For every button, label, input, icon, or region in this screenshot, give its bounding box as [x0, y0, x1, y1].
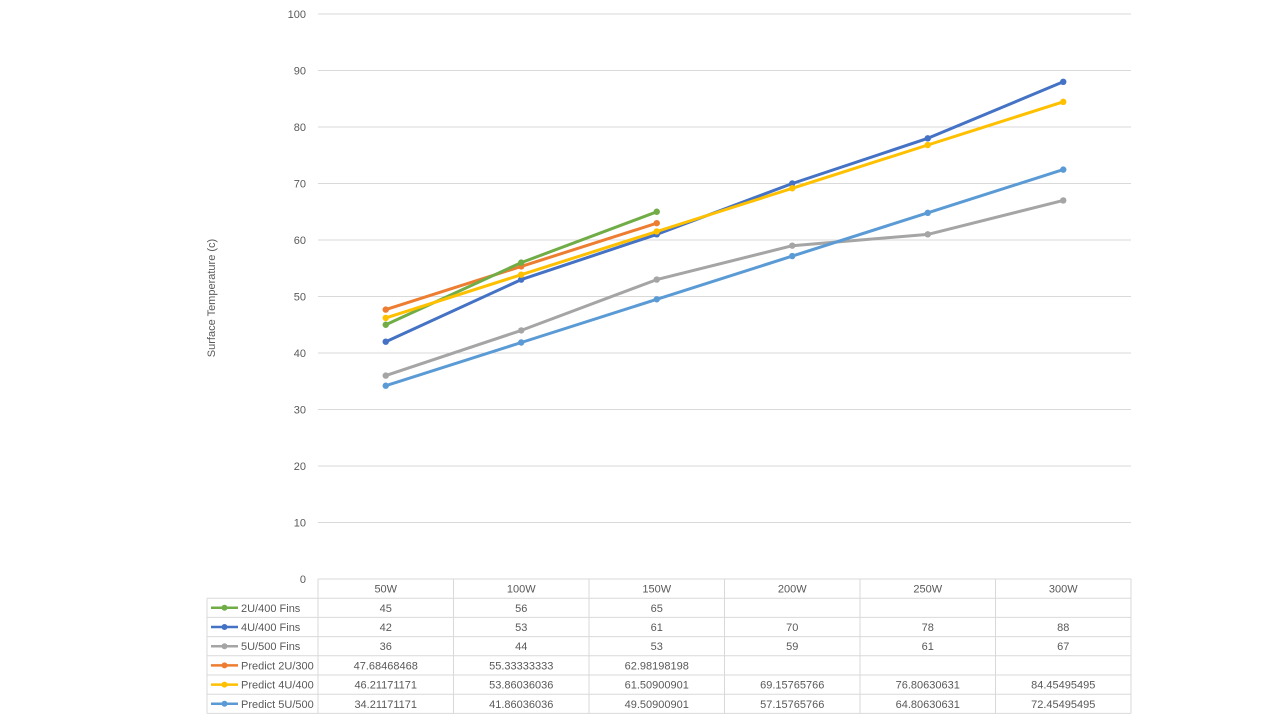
data-point	[518, 259, 525, 266]
legend-key-marker	[221, 643, 228, 650]
data-point	[1060, 166, 1067, 173]
data-point	[1060, 98, 1067, 106]
data-point	[1060, 197, 1067, 204]
data-table-value: 72.45495495	[1031, 699, 1095, 711]
data-table-value: 53	[515, 622, 527, 634]
legend-key-marker	[221, 624, 228, 630]
y-tick-label: 100	[288, 9, 306, 21]
legend-entry: 4U/400 Fins	[241, 622, 301, 634]
y-tick-label: 0	[300, 574, 306, 586]
data-point	[789, 185, 796, 192]
data-table-value: 49.50900901	[625, 699, 689, 711]
data-point	[653, 219, 660, 227]
data-table-value: 36	[380, 641, 392, 653]
data-point	[924, 209, 931, 217]
data-point	[382, 321, 389, 328]
legend-entry: Predict 2U/300	[241, 660, 314, 672]
data-table-value: 57.15765766	[760, 699, 824, 711]
data-point	[789, 252, 796, 260]
data-point	[789, 242, 796, 249]
data-point	[653, 296, 660, 303]
data-table-value: 62.98198198	[625, 660, 689, 672]
data-table-value: 76.80630631	[896, 680, 960, 692]
y-tick-label: 70	[294, 179, 306, 191]
series-line	[384, 168, 1065, 388]
data-table-value: 46.21171171	[354, 680, 417, 692]
data-table-value: 64.80630631	[896, 699, 960, 711]
data-table-value: 78	[922, 622, 934, 634]
legend-entry: Predict 5U/500	[241, 699, 314, 711]
data-point	[382, 372, 389, 379]
data-table-value: 67	[1057, 641, 1069, 653]
data-point	[382, 306, 389, 313]
x-tick-label: 200W	[778, 584, 807, 596]
data-table-value: 42	[380, 622, 392, 634]
data-point	[518, 327, 525, 334]
y-tick-label: 40	[294, 348, 306, 360]
data-point	[924, 135, 931, 142]
data-table: 50W 100W 150W 200W 250W 300W 2U/400 Fins 45 56 65…	[206, 578, 1132, 714]
data-table-value: 45	[380, 603, 392, 615]
series-line	[384, 100, 1065, 320]
legend-key-marker	[221, 604, 228, 611]
data-table-value: 47.68468468	[354, 660, 418, 672]
data-table-value: 53.86036036	[489, 680, 553, 692]
data-point	[518, 271, 525, 278]
data-table-value: 53	[651, 641, 663, 653]
data-point	[789, 180, 796, 187]
data-table-value: 59	[786, 641, 798, 653]
y-tick-label: 60	[294, 235, 306, 247]
data-table-value: 88	[1057, 622, 1069, 634]
data-point	[382, 382, 389, 389]
legend-entry: Predict 4U/400	[241, 680, 314, 692]
series-line	[384, 80, 1065, 344]
data-table-value: 61.50900901	[625, 680, 689, 692]
data-table-value: 61	[651, 622, 663, 634]
legend-key-marker	[221, 662, 228, 669]
data-point	[1060, 78, 1067, 86]
data-point	[382, 338, 389, 345]
data-point	[382, 314, 389, 322]
data-table-value: 61	[922, 641, 934, 653]
data-table-value: 70	[786, 622, 798, 634]
data-point	[653, 208, 660, 215]
x-tick-label: 250W	[913, 584, 942, 596]
data-table-value: 56	[515, 603, 527, 615]
data-table-value: 84.45495495	[1031, 680, 1095, 692]
data-table-value: 69.15765766	[760, 680, 824, 692]
data-table-value: 44	[515, 641, 527, 653]
x-tick-label: 150W	[642, 584, 671, 596]
y-axis-ticks: 0 10 20 30 40 50 60 70 80 90 100	[288, 9, 306, 586]
y-tick-label: 10	[294, 518, 306, 530]
data-point	[924, 141, 931, 149]
data-point	[924, 231, 931, 238]
x-tick-label: 50W	[374, 584, 397, 596]
legend-key-marker	[221, 700, 228, 707]
legend-key-marker	[221, 681, 228, 688]
gridlines	[318, 13, 1131, 523]
legend-entry: 5U/500 Fins	[241, 641, 301, 653]
data-point	[653, 228, 660, 235]
series-line	[384, 198, 1065, 378]
data-table-value: 34.21171171	[354, 699, 417, 711]
y-tick-label: 30	[294, 405, 306, 417]
data-table-value: 65	[651, 603, 663, 615]
y-tick-label: 80	[294, 122, 306, 134]
legend-entry: 2U/400 Fins	[241, 603, 301, 615]
data-point	[653, 276, 660, 283]
x-tick-label: 100W	[507, 584, 536, 596]
data-table-value: 55.33333333	[489, 660, 553, 672]
data-point	[518, 276, 525, 283]
x-tick-label: 300W	[1049, 584, 1078, 596]
y-tick-label: 20	[294, 461, 306, 473]
data-table-value: 41.86036036	[489, 699, 553, 711]
series-lines	[382, 78, 1067, 389]
data-point	[518, 339, 525, 346]
y-tick-label: 50	[294, 292, 306, 304]
y-axis-label: Surface Temperature (c)	[206, 239, 218, 357]
y-tick-label: 90	[294, 66, 306, 78]
